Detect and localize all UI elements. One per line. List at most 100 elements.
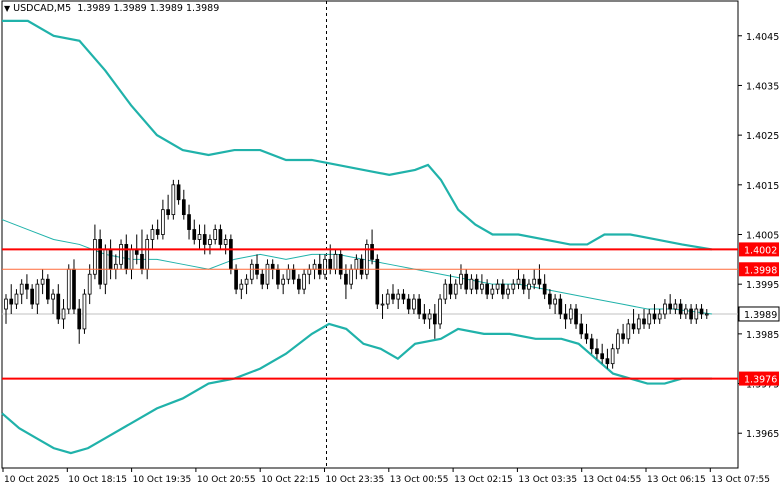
candle-body <box>678 303 683 315</box>
candle-body <box>480 283 484 290</box>
candle-body <box>145 239 150 270</box>
candle-body <box>621 333 625 340</box>
candle-body <box>239 283 244 290</box>
candle-body <box>72 268 76 310</box>
candle-body <box>108 249 113 270</box>
candle-body <box>443 283 448 300</box>
candle-body <box>511 283 516 290</box>
candle-body <box>568 308 573 320</box>
candle-body <box>291 268 296 280</box>
candle-body <box>673 303 678 310</box>
candle-body <box>176 184 181 201</box>
x-tick-label: 13 Oct 00:55 <box>390 475 449 485</box>
candle-body <box>427 313 432 320</box>
candle-body <box>30 288 34 305</box>
candle-body <box>448 283 453 295</box>
chart-header: ▼ USDCAD,M5 1.3989 1.3989 1.3989 1.3989 <box>4 3 219 14</box>
candle-body <box>574 308 578 325</box>
candle-body <box>548 293 552 305</box>
candle-body <box>589 338 594 350</box>
candle-body <box>323 258 327 275</box>
level-price-label: 1.3998 <box>744 265 777 276</box>
candle-body <box>9 298 14 305</box>
candle-body <box>563 313 568 320</box>
candle-body <box>197 234 202 240</box>
candle-body <box>302 273 306 290</box>
candle-body <box>354 258 359 270</box>
candle-body <box>276 268 280 285</box>
candle-body <box>459 273 463 285</box>
candle-body <box>35 283 40 305</box>
candle-body <box>631 323 636 330</box>
candle-body <box>527 283 531 290</box>
candle-body <box>558 298 563 315</box>
x-tick-label: 13 Oct 03:35 <box>518 475 577 485</box>
candle-body <box>181 199 186 216</box>
candle-body <box>370 244 374 260</box>
candle-body <box>333 253 338 270</box>
candle-body <box>579 323 584 335</box>
bollinger-upper-line <box>2 19 713 251</box>
candle-body <box>93 239 97 275</box>
candle-body <box>365 244 369 275</box>
candle-body <box>380 303 385 306</box>
candle-body <box>699 308 704 315</box>
candle-body <box>647 313 652 325</box>
candle-body <box>150 229 155 240</box>
candle-body <box>129 249 134 270</box>
candle-body <box>113 263 118 270</box>
candle-body <box>124 244 129 270</box>
candle-body <box>668 303 673 310</box>
candle-body <box>694 308 699 320</box>
candle-body <box>506 288 510 295</box>
level-price-tag <box>739 262 779 277</box>
candle-body <box>359 258 364 275</box>
candle-body <box>401 293 406 300</box>
candle-body <box>140 253 144 270</box>
candle-body <box>663 303 667 315</box>
level-price-tag <box>739 242 779 257</box>
candle-body <box>469 278 474 290</box>
candle-body <box>553 298 557 305</box>
candle-body <box>19 283 24 295</box>
candle-body <box>652 313 657 320</box>
candle-body <box>119 244 123 265</box>
candle-body <box>610 348 615 365</box>
candle-body <box>218 229 223 245</box>
candle-body <box>208 239 212 245</box>
candle-body <box>166 209 170 216</box>
candle-body <box>391 293 395 300</box>
candle-body <box>77 308 82 330</box>
candle-body <box>385 293 390 305</box>
x-tick-label: 13 Oct 07:55 <box>711 475 770 485</box>
y-tick-label: 1.3995 <box>746 280 779 291</box>
candle-body <box>626 323 631 340</box>
candle-body <box>297 278 301 290</box>
x-tick-label: 10 Oct 23:35 <box>326 475 385 485</box>
candle-body <box>87 273 92 295</box>
candle-body <box>532 278 537 285</box>
candle-body <box>642 318 646 325</box>
candle-body <box>453 283 458 295</box>
candle-body <box>155 229 160 235</box>
candle-body <box>432 313 437 325</box>
triangle-down-icon[interactable]: ▼ <box>4 4 11 13</box>
x-tick-label: 10 Oct 20:55 <box>197 475 256 485</box>
candle-body <box>192 229 197 240</box>
level-price-label: 1.4002 <box>744 245 777 256</box>
y-tick-label: 1.4015 <box>746 181 779 192</box>
candle-body <box>229 239 233 270</box>
candle-body <box>307 268 312 275</box>
y-tick-label: 1.4025 <box>746 131 779 142</box>
candle-body <box>51 293 55 300</box>
candle-body <box>161 209 165 235</box>
candle-body <box>66 268 71 310</box>
candle-body <box>396 293 401 300</box>
ohlc-readout: 1.3989 1.3989 1.3989 1.3989 <box>77 3 220 14</box>
candle-body <box>187 214 191 230</box>
candle-body <box>344 273 348 285</box>
candle-body <box>328 258 333 270</box>
x-tick-label: 13 Oct 04:55 <box>583 475 642 485</box>
candle-body <box>234 268 238 290</box>
